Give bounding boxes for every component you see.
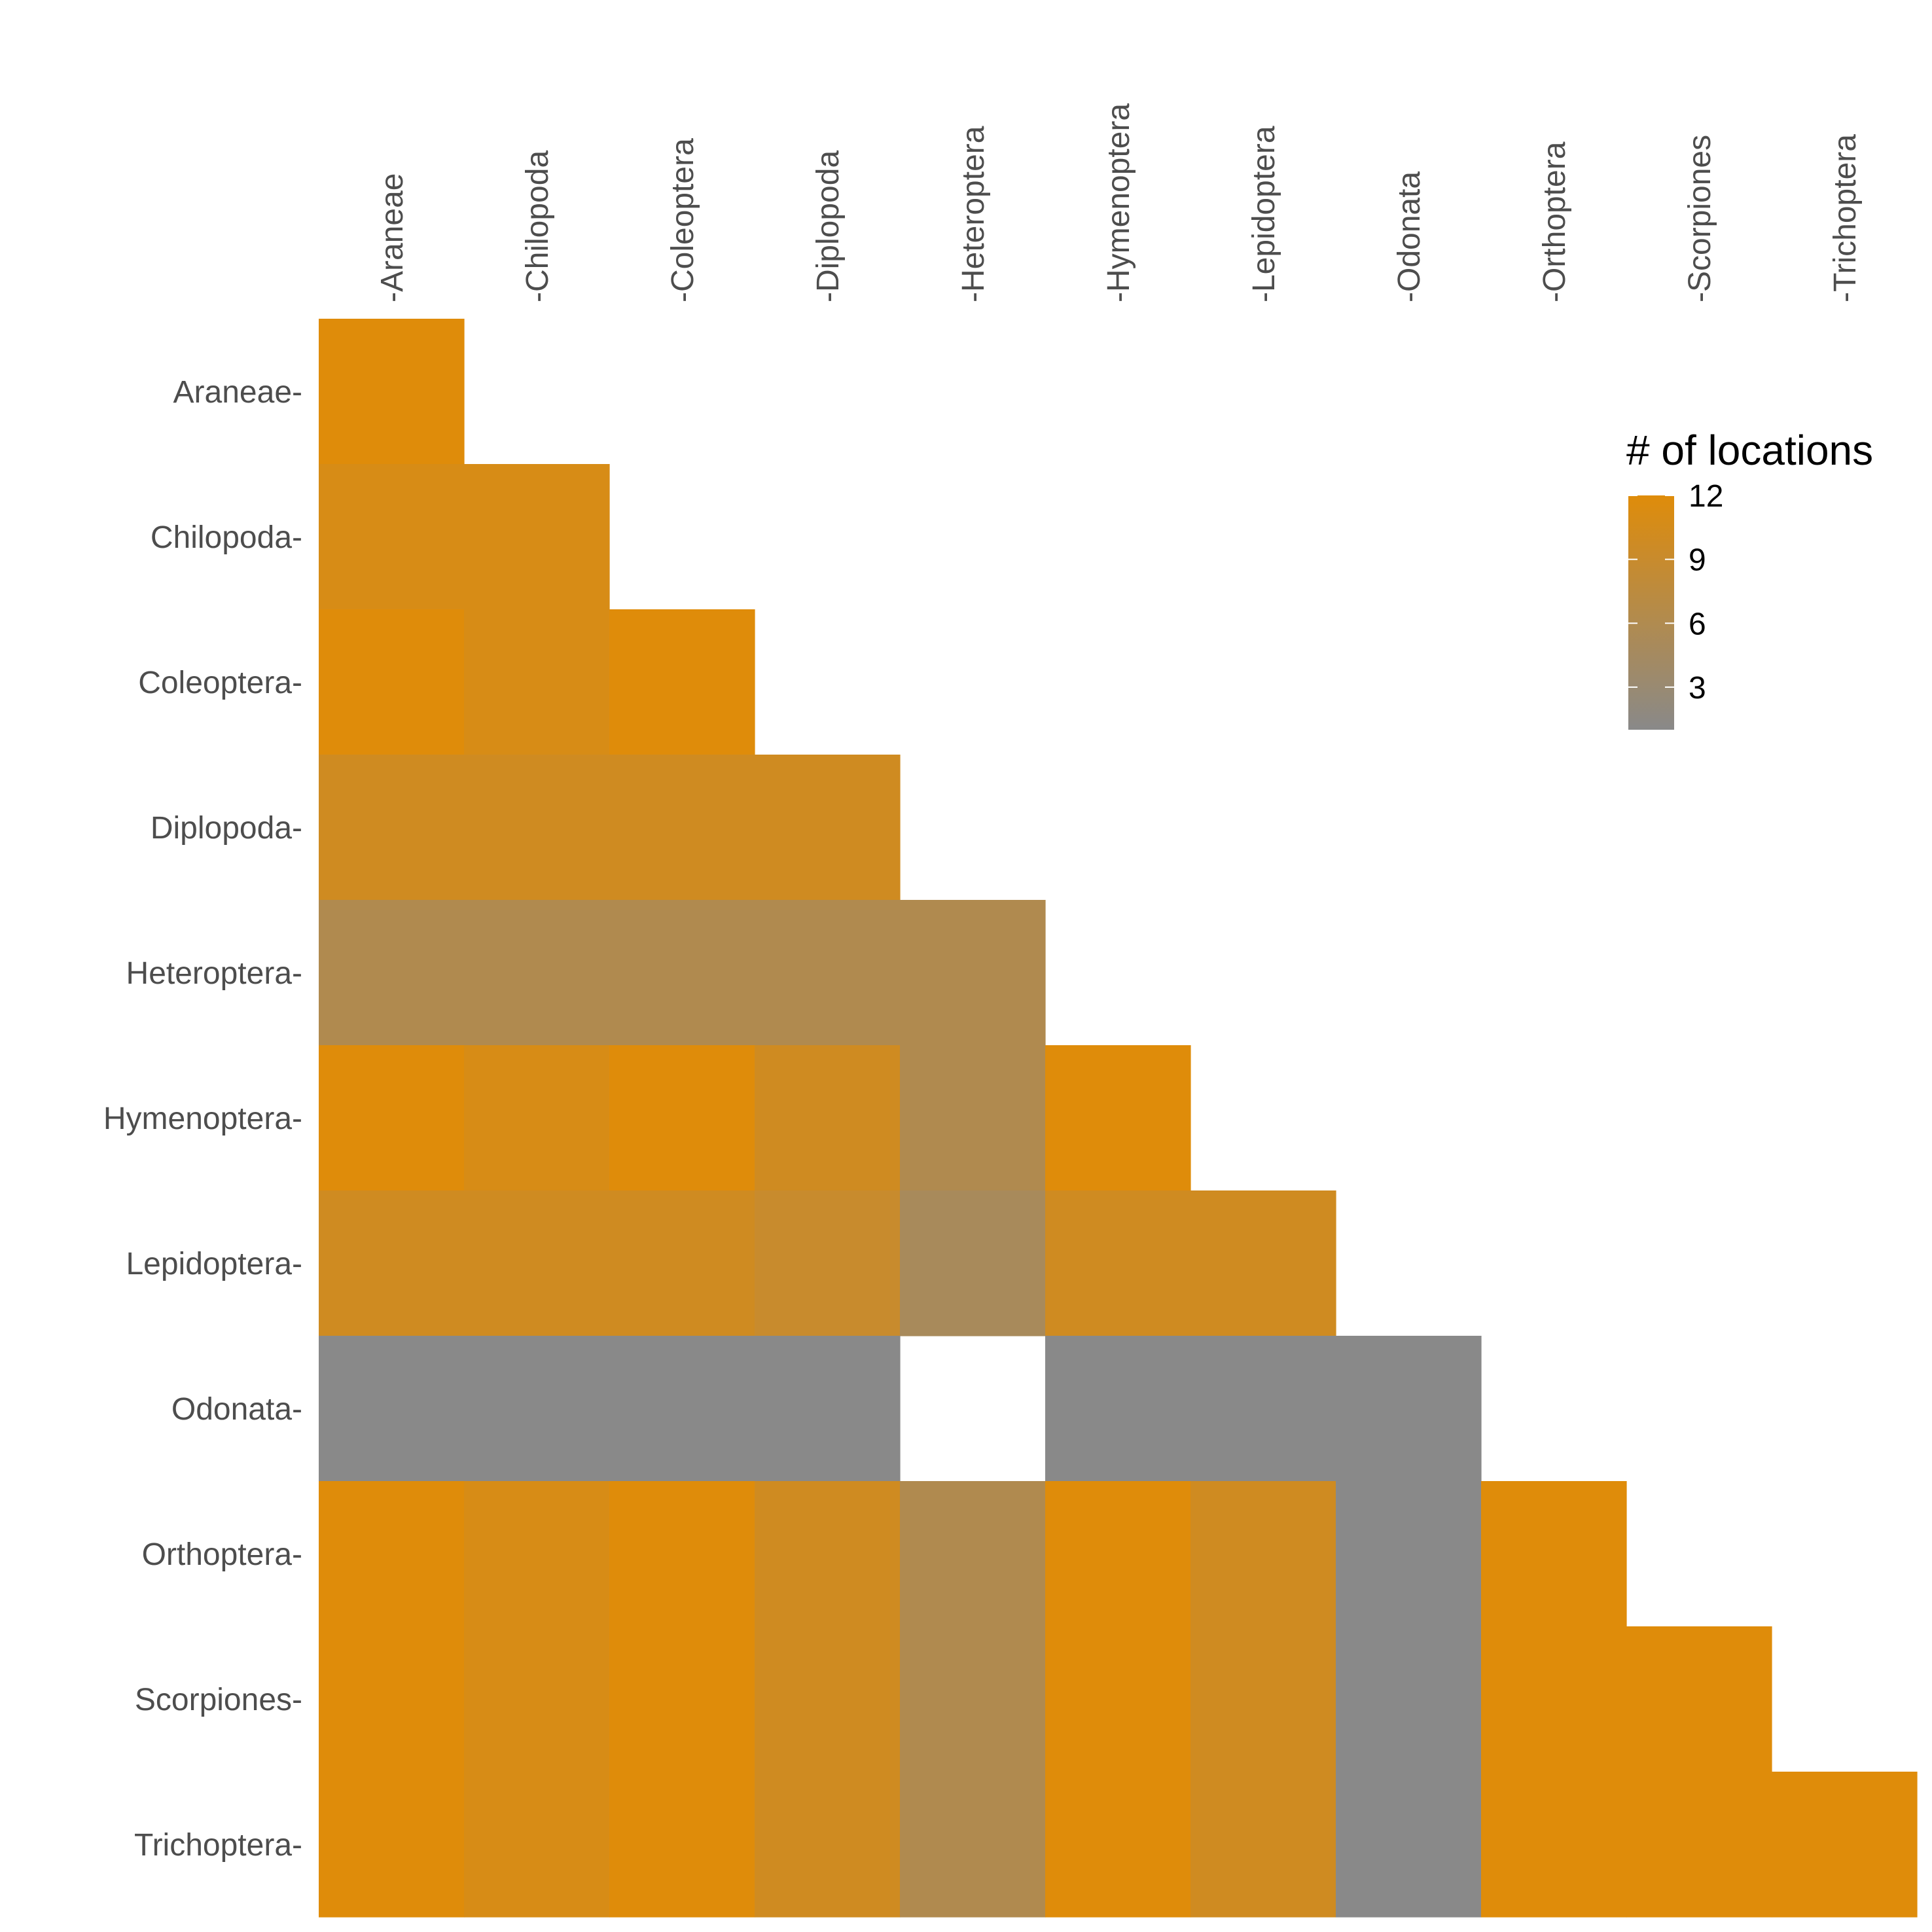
cell-trichoptera-hymenoptera — [1045, 1772, 1191, 1918]
cell-lepidoptera-araneae — [319, 1190, 465, 1336]
legend-title: # of locations — [1626, 427, 1873, 474]
y-tick-label-odonata: Odonata- — [171, 1392, 302, 1427]
y-tick-label-heteroptera: Heteroptera- — [126, 956, 302, 991]
x-tick-label-odonata: -Odonata — [1392, 171, 1427, 302]
cell-orthoptera-lepidoptera — [1190, 1481, 1336, 1627]
cell-lepidoptera-diplopoda — [755, 1190, 901, 1336]
cell-lepidoptera-hymenoptera — [1045, 1190, 1191, 1336]
cell-lepidoptera-lepidoptera — [1190, 1190, 1336, 1336]
y-tick-label-trichoptera: Trichoptera- — [134, 1828, 302, 1863]
cell-odonata-coleoptera — [609, 1336, 755, 1482]
cell-scorpiones-heteroptera — [900, 1626, 1046, 1772]
legend-tick-label-3: 3 — [1689, 671, 1706, 706]
y-tick-label-araneae: Araneae- — [173, 375, 302, 410]
cell-hymenoptera-heteroptera — [900, 1045, 1046, 1191]
cell-hymenoptera-araneae — [319, 1045, 465, 1191]
x-tick-label-trichoptera: -Trichoptera — [1828, 134, 1863, 302]
cell-trichoptera-chilopoda — [464, 1772, 610, 1918]
cell-trichoptera-scorpiones — [1626, 1772, 1772, 1918]
cell-orthoptera-orthoptera — [1481, 1481, 1627, 1627]
cell-orthoptera-araneae — [319, 1481, 465, 1627]
cell-scorpiones-orthoptera — [1481, 1626, 1627, 1772]
x-tick-label-heteroptera: -Heteroptera — [956, 126, 991, 302]
cell-odonata-hymenoptera — [1045, 1336, 1191, 1482]
cell-odonata-chilopoda — [464, 1336, 610, 1482]
cell-heteroptera-araneae — [319, 900, 465, 1046]
x-tick-label-lepidoptera: -Lepidoptera — [1247, 126, 1281, 302]
x-tick-label-diplopoda: -Diplopoda — [811, 151, 846, 302]
cell-trichoptera-lepidoptera — [1190, 1772, 1336, 1918]
y-tick-label-orthoptera: Orthoptera- — [142, 1537, 302, 1572]
x-tick-label-coleoptera: -Coleoptera — [666, 138, 700, 302]
legend-tick-label-12: 12 — [1689, 479, 1723, 514]
cell-diplopoda-chilopoda — [464, 755, 610, 901]
x-tick-label-orthoptera: -Orthoptera — [1537, 141, 1572, 302]
heatmap-cells — [319, 319, 1918, 1918]
y-tick-label-chilopoda: Chilopoda- — [151, 520, 302, 555]
cell-diplopoda-coleoptera — [609, 755, 755, 901]
cell-scorpiones-araneae — [319, 1626, 465, 1772]
cell-scorpiones-hymenoptera — [1045, 1626, 1191, 1772]
legend-tick-label-9: 9 — [1689, 543, 1706, 578]
cell-scorpiones-chilopoda — [464, 1626, 610, 1772]
cell-araneae-araneae — [319, 319, 465, 465]
cell-heteroptera-heteroptera — [900, 900, 1046, 1046]
cell-orthoptera-hymenoptera — [1045, 1481, 1191, 1627]
cell-orthoptera-coleoptera — [609, 1481, 755, 1627]
cell-trichoptera-heteroptera — [900, 1772, 1046, 1918]
x-tick-label-chilopoda: -Chilopoda — [520, 151, 555, 302]
cell-heteroptera-diplopoda — [755, 900, 901, 1046]
cell-trichoptera-orthoptera — [1481, 1772, 1627, 1918]
cell-coleoptera-chilopoda — [464, 609, 610, 755]
cell-diplopoda-araneae — [319, 755, 465, 901]
x-tick-label-scorpiones: -Scorpiones — [1683, 135, 1717, 302]
legend-colorbar — [1628, 495, 1674, 730]
cell-trichoptera-diplopoda — [755, 1772, 901, 1918]
y-tick-label-coleoptera: Coleoptera- — [138, 666, 302, 700]
cell-lepidoptera-heteroptera — [900, 1190, 1046, 1336]
cell-hymenoptera-coleoptera — [609, 1045, 755, 1191]
cell-lepidoptera-chilopoda — [464, 1190, 610, 1336]
cell-heteroptera-chilopoda — [464, 900, 610, 1046]
cell-odonata-diplopoda — [755, 1336, 901, 1482]
legend-tick-label-6: 6 — [1689, 607, 1706, 641]
legend-ticks: 12 9 6 3 — [1628, 479, 1723, 706]
x-tick-label-araneae: -Araneae — [375, 173, 410, 302]
cell-scorpiones-odonata — [1336, 1626, 1482, 1772]
cell-chilopoda-chilopoda — [464, 464, 610, 610]
legend: # of locations 12 9 6 3 — [1626, 427, 1873, 730]
cell-coleoptera-araneae — [319, 609, 465, 755]
cell-scorpiones-coleoptera — [609, 1626, 755, 1772]
cell-odonata-araneae — [319, 1336, 465, 1482]
cell-hymenoptera-hymenoptera — [1045, 1045, 1191, 1191]
cell-chilopoda-araneae — [319, 464, 465, 610]
cell-orthoptera-chilopoda — [464, 1481, 610, 1627]
y-axis-tick-labels: Araneae- Chilopoda- Coleoptera- Diplopoda- H… — [103, 375, 302, 1863]
cell-odonata-lepidoptera — [1190, 1336, 1336, 1482]
cell-trichoptera-araneae — [319, 1772, 465, 1918]
cell-scorpiones-scorpiones — [1626, 1626, 1772, 1772]
cell-scorpiones-diplopoda — [755, 1626, 901, 1772]
cell-odonata-odonata — [1336, 1336, 1482, 1482]
cell-scorpiones-lepidoptera — [1190, 1626, 1336, 1772]
cell-hymenoptera-diplopoda — [755, 1045, 901, 1191]
cell-trichoptera-trichoptera — [1772, 1772, 1918, 1918]
y-tick-label-scorpiones: Scorpiones- — [135, 1683, 302, 1717]
cell-heteroptera-coleoptera — [609, 900, 755, 1046]
y-tick-label-lepidoptera: Lepidoptera- — [126, 1247, 302, 1281]
y-tick-label-hymenoptera: Hymenoptera- — [103, 1101, 302, 1136]
cell-lepidoptera-coleoptera — [609, 1190, 755, 1336]
cell-hymenoptera-chilopoda — [464, 1045, 610, 1191]
cell-orthoptera-odonata — [1336, 1481, 1482, 1627]
cell-orthoptera-heteroptera — [900, 1481, 1046, 1627]
y-tick-label-diplopoda: Diplopoda- — [151, 811, 302, 846]
cell-trichoptera-odonata — [1336, 1772, 1482, 1918]
x-axis-tick-labels: -Araneae -Chilopoda -Coleoptera -Diplopoda -… — [375, 103, 1863, 302]
cell-orthoptera-diplopoda — [755, 1481, 901, 1627]
cell-coleoptera-coleoptera — [609, 609, 755, 755]
cell-diplopoda-diplopoda — [755, 755, 901, 901]
x-tick-label-hymenoptera: -Hymenoptera — [1101, 103, 1136, 302]
cell-trichoptera-coleoptera — [609, 1772, 755, 1918]
